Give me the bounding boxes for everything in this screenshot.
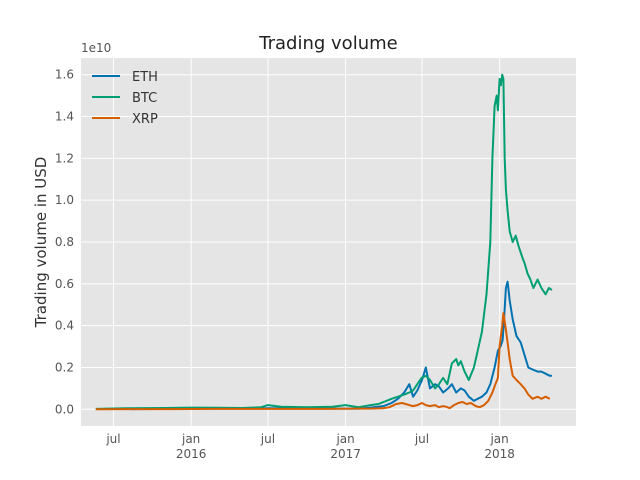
x-tick-year-label: 2016 xyxy=(176,447,207,461)
y-tick-label: 0.8 xyxy=(55,235,74,249)
y-tick-label: 0.2 xyxy=(55,360,74,374)
y-tick-label: 0.6 xyxy=(55,277,74,291)
series-lines xyxy=(95,73,553,411)
y-axis-label: Trading volume in USD xyxy=(32,157,50,329)
y-tick-label: 1.2 xyxy=(55,151,74,165)
y-tick-label: 0.0 xyxy=(55,402,74,416)
y-axis-ticks: 0.0 0.2 0.4 0.6 0.8 1.0 1.2 1.4 1.6 xyxy=(55,68,74,417)
legend-label-xrp: XRP xyxy=(132,112,158,127)
x-tick-label: jan xyxy=(335,432,354,446)
y-tick-label: 1.0 xyxy=(55,193,74,207)
legend: ETH BTC XRP xyxy=(92,70,158,127)
y-axis-offset-label: 1e10 xyxy=(81,41,111,55)
y-tick-label: 1.6 xyxy=(55,68,74,82)
x-tick-year-label: 2018 xyxy=(484,447,515,461)
series-line-xrp xyxy=(95,312,551,411)
legend-label-eth: ETH xyxy=(132,70,158,85)
x-tick-label: jul xyxy=(414,432,429,446)
chart-title: Trading volume xyxy=(258,33,397,54)
y-tick-label: 0.4 xyxy=(55,319,74,333)
legend-label-btc: BTC xyxy=(132,91,157,106)
x-tick-label: jan xyxy=(181,432,200,446)
x-tick-year-label: 2017 xyxy=(330,447,361,461)
y-tick-label: 1.4 xyxy=(55,110,74,124)
series-line-btc xyxy=(95,73,553,410)
x-tick-label: jul xyxy=(260,432,275,446)
series-line-eth xyxy=(130,280,552,411)
x-tick-label: jan xyxy=(489,432,508,446)
x-tick-label: jul xyxy=(105,432,120,446)
